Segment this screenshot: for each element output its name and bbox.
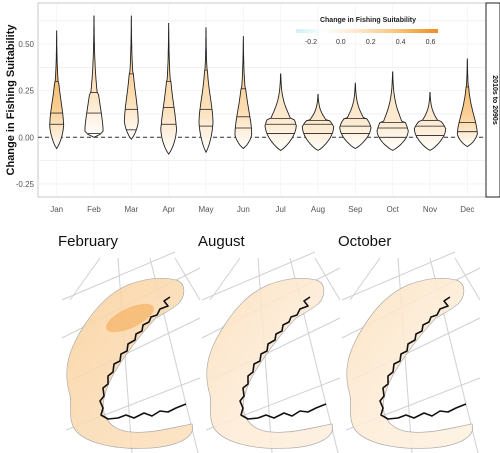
y-tick-label: 0.50 bbox=[18, 40, 34, 49]
x-tick-label: Feb bbox=[87, 205, 101, 214]
x-tick-label: Jun bbox=[237, 205, 250, 214]
coastline bbox=[239, 296, 327, 420]
coastline bbox=[379, 296, 467, 420]
graticule-line bbox=[201, 251, 316, 301]
x-tick-label: Oct bbox=[386, 205, 399, 214]
x-tick-label: Dec bbox=[460, 205, 474, 214]
violin-body bbox=[264, 73, 297, 151]
x-tick-label: Nov bbox=[423, 205, 437, 214]
facet-label: 2010s to 2090s bbox=[491, 75, 498, 125]
map-title: February bbox=[58, 233, 119, 250]
violin-body bbox=[84, 15, 104, 138]
violin-body bbox=[376, 71, 409, 151]
y-tick-label: -0.25 bbox=[16, 180, 35, 189]
map-panel-february bbox=[61, 251, 201, 453]
x-tick-label: Mar bbox=[124, 205, 138, 214]
map-title: August bbox=[198, 233, 246, 250]
violin-body bbox=[160, 23, 177, 155]
graticule-line bbox=[209, 257, 241, 301]
facet-strip bbox=[485, 2, 500, 198]
legend-title: Change in Fishing Suitability bbox=[320, 17, 416, 24]
x-tick-label: Jan bbox=[50, 205, 63, 214]
graticule-line bbox=[341, 251, 456, 301]
legend-color-bar bbox=[296, 29, 438, 33]
violin-body bbox=[339, 82, 372, 150]
violin-body bbox=[234, 36, 253, 150]
suitability-hotspot bbox=[106, 303, 154, 333]
violin-body bbox=[456, 58, 478, 148]
x-tick-label: Aug bbox=[311, 205, 325, 214]
map-panel-october bbox=[341, 251, 481, 453]
y-axis-ticks: -0.25 0.00 0.25 0.50 bbox=[16, 40, 35, 189]
colorbar-legend: Change in Fishing Suitability -0.2 0.0 0.2… bbox=[296, 17, 438, 46]
y-tick-label: 0.00 bbox=[18, 133, 34, 142]
violin-body bbox=[123, 15, 139, 140]
x-axis-ticks: Jan Feb Mar Apr May Jun Jul Aug Sep Oct Nov Dec bbox=[50, 205, 474, 214]
plot-panel bbox=[37, 2, 487, 198]
graticule-line bbox=[69, 257, 101, 301]
violin-body bbox=[301, 93, 335, 151]
y-axis-title: Change in Fishing Suitability bbox=[5, 24, 17, 176]
legend-tick-label: 0.2 bbox=[366, 39, 376, 46]
legend-tick-label: 0.6 bbox=[426, 39, 436, 46]
graticule-line bbox=[174, 257, 201, 301]
legend-tick-label: 0.0 bbox=[336, 39, 346, 46]
legend-tick-label: 0.4 bbox=[396, 39, 406, 46]
x-tick-label: Sep bbox=[348, 205, 363, 214]
legend-tick-label: -0.2 bbox=[305, 39, 317, 46]
graticule-line bbox=[349, 257, 381, 301]
x-tick-label: May bbox=[198, 205, 213, 214]
violins bbox=[49, 15, 478, 155]
x-tick-label: Jul bbox=[276, 205, 286, 214]
suitability-shading bbox=[66, 278, 193, 449]
suitability-shading bbox=[346, 278, 473, 449]
violin-body bbox=[198, 27, 214, 154]
coastline bbox=[99, 296, 187, 420]
x-tick-label: Apr bbox=[162, 205, 175, 214]
graticule-line bbox=[314, 257, 341, 301]
violin-body bbox=[49, 30, 65, 150]
graticule-line bbox=[454, 257, 481, 301]
y-tick-label: 0.25 bbox=[18, 87, 34, 96]
violin-chart: -0.25 0.00 0.25 0.50 Jan Feb Mar Apr May Jun Jul A… bbox=[5, 2, 500, 214]
violin-body bbox=[413, 92, 447, 151]
suitability-shading bbox=[206, 278, 333, 449]
map-panels: February August October bbox=[58, 233, 481, 453]
map-panel-august bbox=[201, 251, 341, 453]
map-title: October bbox=[338, 233, 391, 250]
graticule-line bbox=[61, 251, 176, 301]
legend-ticks: -0.2 0.0 0.2 0.4 0.6 bbox=[305, 39, 436, 46]
